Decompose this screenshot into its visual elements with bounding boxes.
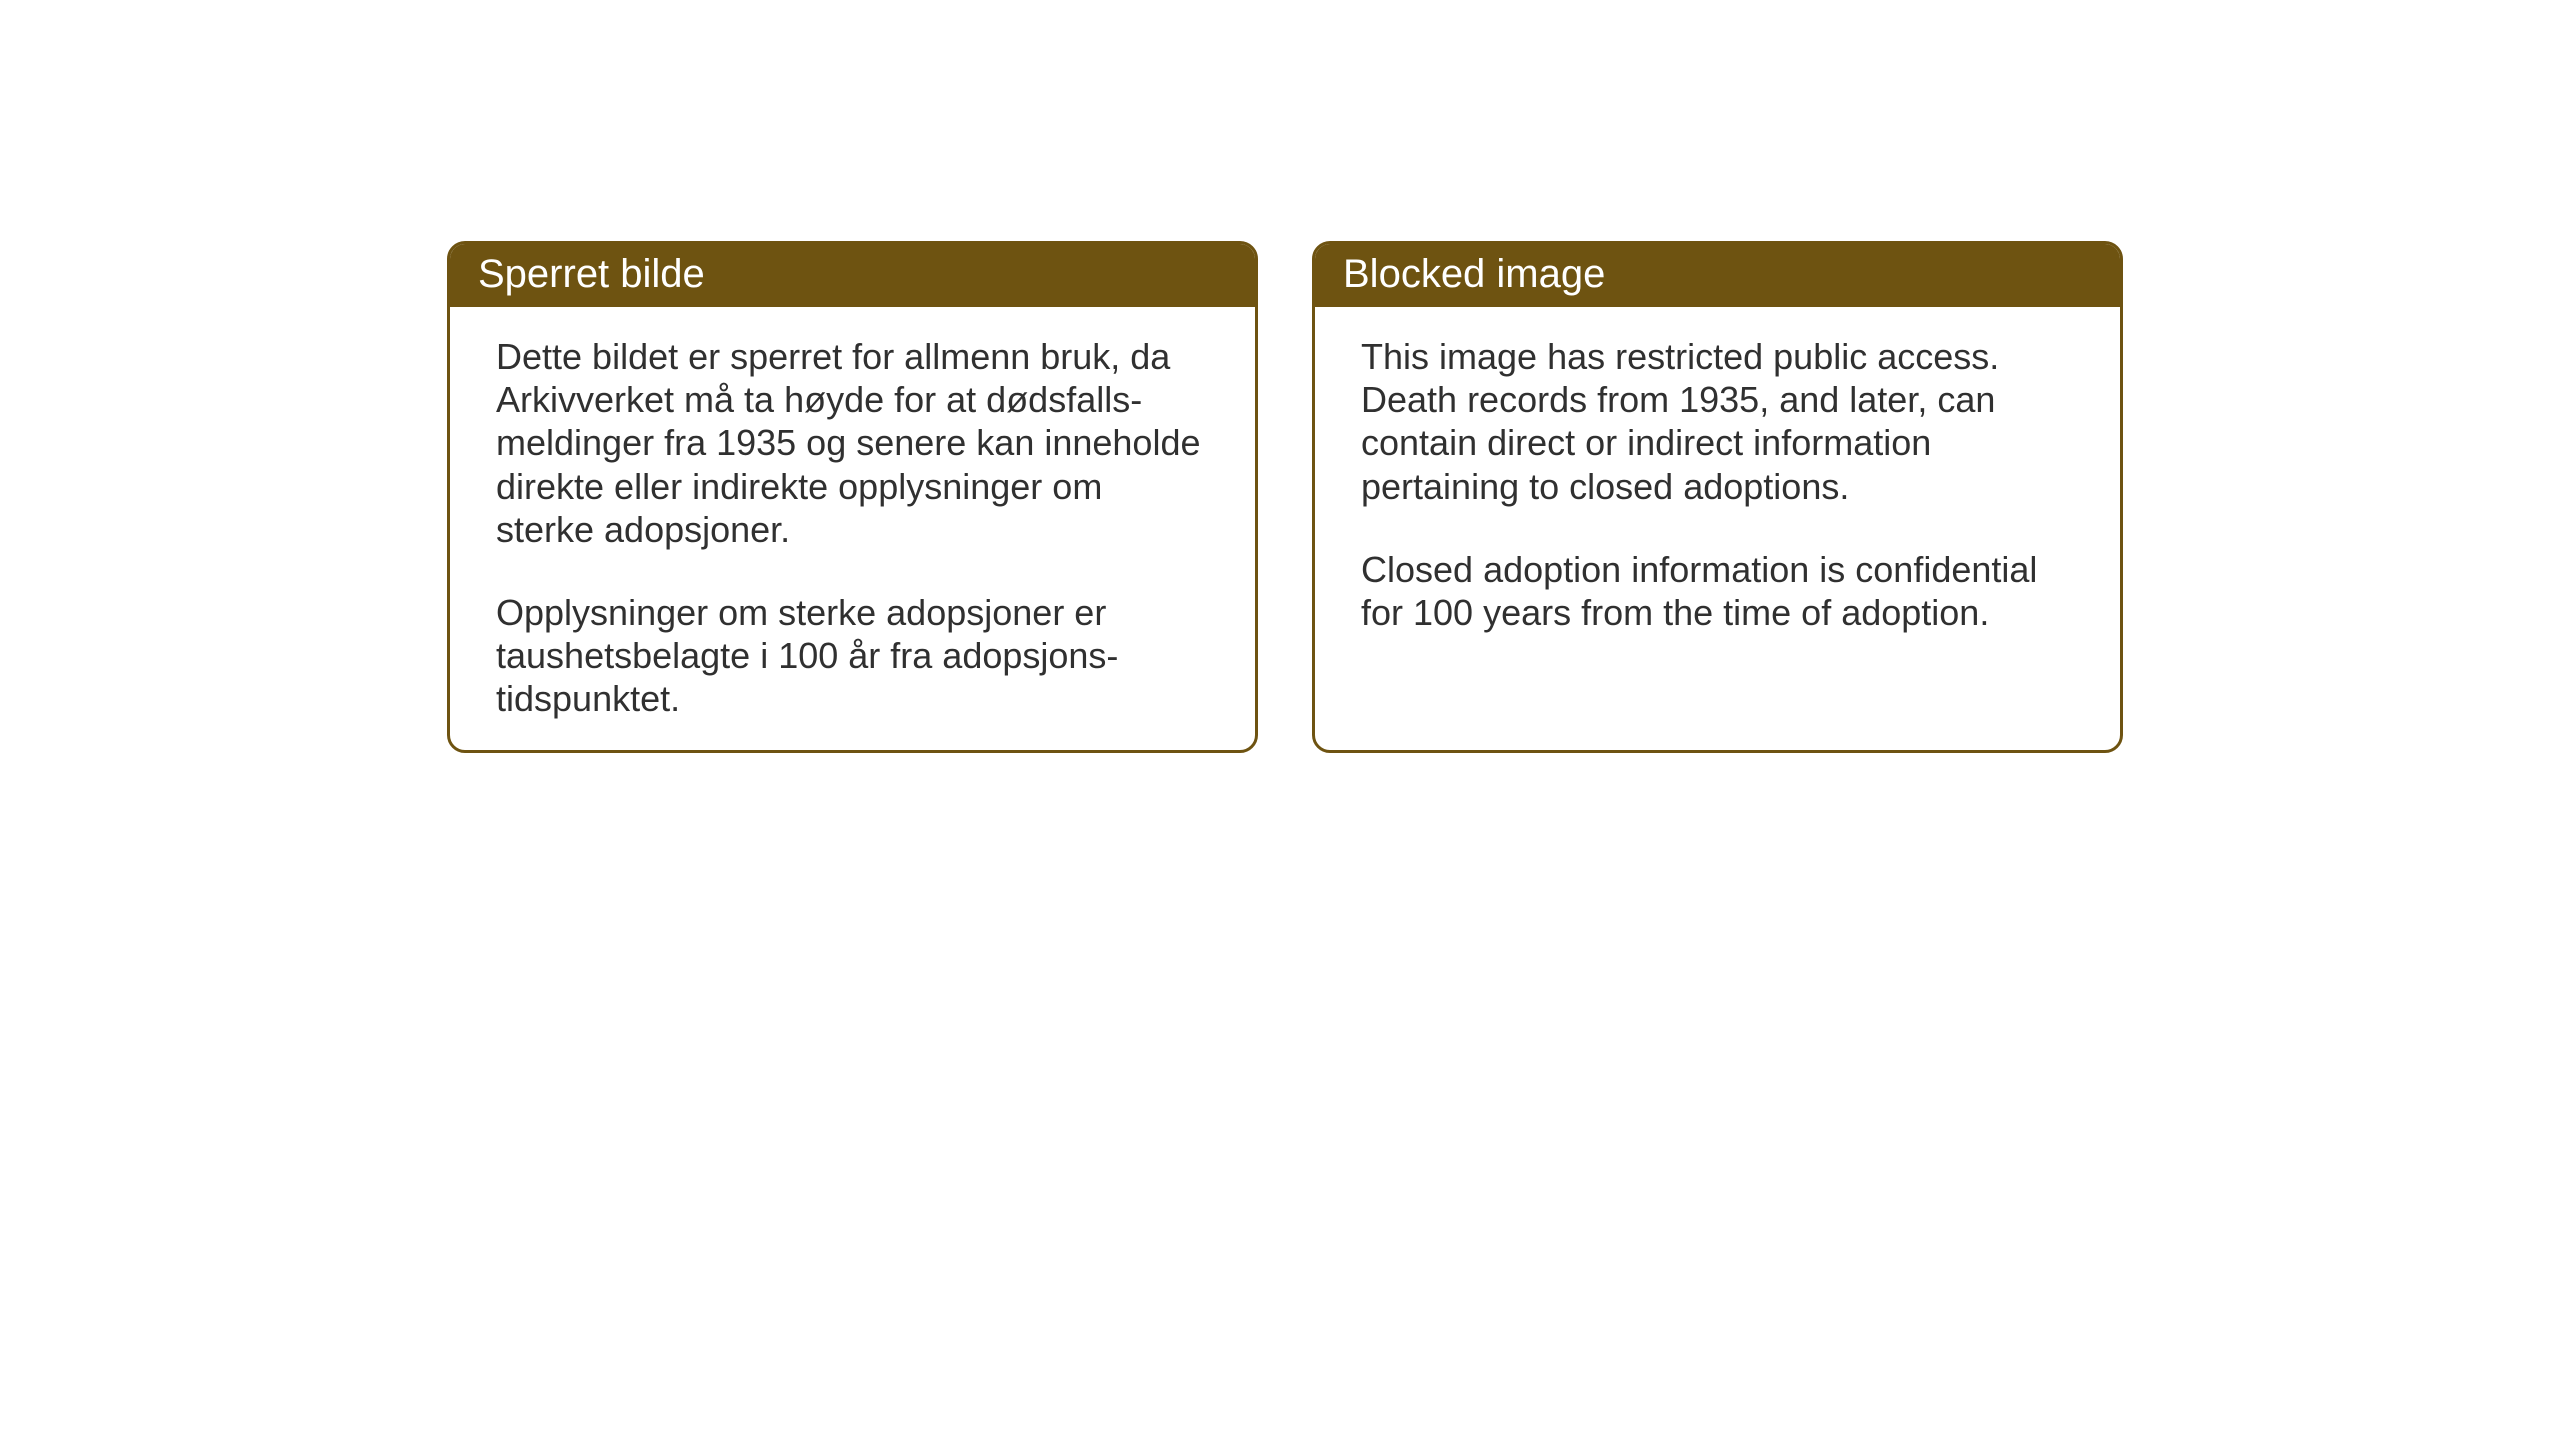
card-header-norwegian: Sperret bilde <box>450 244 1255 307</box>
card-paragraph1-norwegian: Dette bildet er sperret for allmenn bruk… <box>496 335 1209 551</box>
card-body-english: This image has restricted public access.… <box>1315 307 2120 662</box>
card-title-english: Blocked image <box>1343 252 1605 296</box>
card-title-norwegian: Sperret bilde <box>478 252 705 296</box>
card-header-english: Blocked image <box>1315 244 2120 307</box>
card-norwegian: Sperret bilde Dette bildet er sperret fo… <box>447 241 1258 753</box>
card-paragraph1-english: This image has restricted public access.… <box>1361 335 2074 508</box>
card-paragraph2-norwegian: Opplysninger om sterke adopsjoner er tau… <box>496 591 1209 721</box>
cards-container: Sperret bilde Dette bildet er sperret fo… <box>447 241 2123 753</box>
card-paragraph2-english: Closed adoption information is confident… <box>1361 548 2074 634</box>
card-english: Blocked image This image has restricted … <box>1312 241 2123 753</box>
card-body-norwegian: Dette bildet er sperret for allmenn bruk… <box>450 307 1255 749</box>
